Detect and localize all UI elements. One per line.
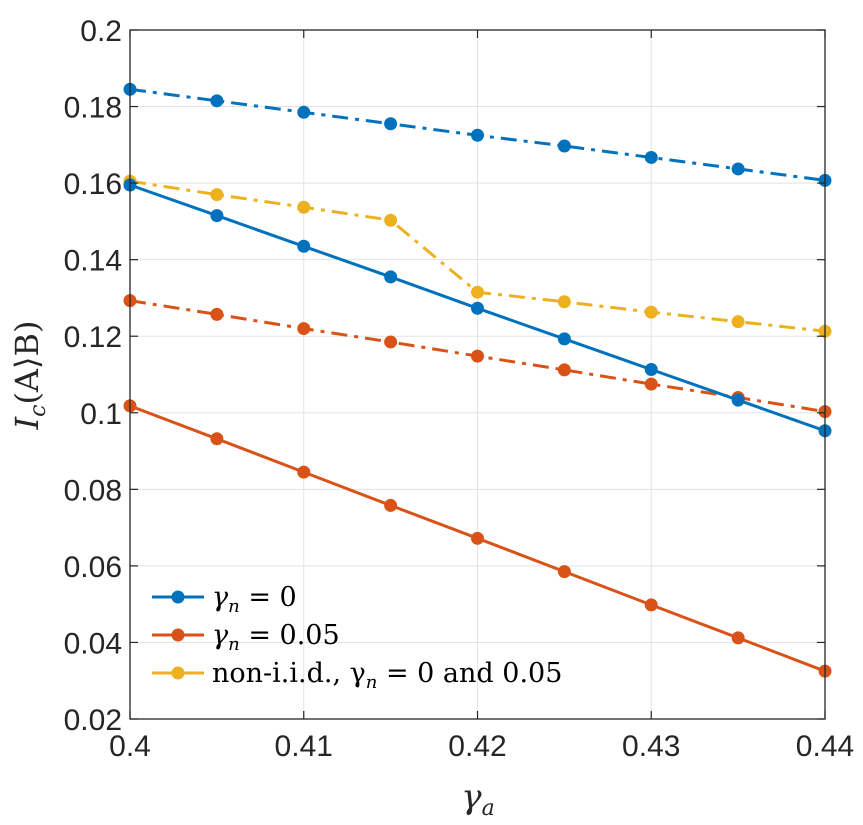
legend-swatch-marker bbox=[171, 628, 185, 642]
y-tick-label: 0.16 bbox=[64, 168, 122, 201]
data-point bbox=[557, 332, 571, 346]
data-point bbox=[557, 363, 571, 377]
series-layer bbox=[123, 82, 832, 678]
data-point bbox=[731, 315, 745, 329]
y-tick-label: 0.06 bbox=[64, 551, 122, 584]
data-point bbox=[384, 335, 398, 349]
y-tick-label: 0.12 bbox=[64, 321, 122, 354]
x-tick-label: 0.44 bbox=[796, 730, 854, 763]
data-point bbox=[471, 349, 484, 363]
data-point bbox=[471, 285, 484, 299]
data-point bbox=[471, 128, 484, 142]
data-point bbox=[297, 322, 311, 336]
legend-swatch-marker bbox=[171, 590, 185, 604]
y-tick-label: 0.04 bbox=[64, 627, 122, 660]
data-point bbox=[731, 162, 745, 176]
series-2 bbox=[123, 174, 832, 338]
x-axis-label: γa bbox=[461, 777, 494, 821]
data-point bbox=[210, 307, 224, 321]
svg-text:Ic(A⟩B): Ic(A⟩B) bbox=[8, 320, 51, 430]
data-point bbox=[644, 305, 658, 319]
data-point bbox=[384, 498, 398, 512]
data-point bbox=[210, 209, 224, 223]
data-point bbox=[557, 139, 571, 153]
series-3 bbox=[123, 82, 832, 187]
legend-swatch-marker bbox=[171, 666, 185, 680]
data-point bbox=[731, 631, 745, 645]
legend-entry: γn = 0 bbox=[152, 582, 297, 617]
x-tick-label: 0.4 bbox=[109, 730, 151, 763]
y-tick-label: 0.14 bbox=[64, 245, 122, 278]
y-axis-label: Ic(A⟩B) bbox=[8, 320, 51, 430]
legend-entry: γn = 0.05 bbox=[152, 620, 340, 655]
legend-label: non-i.i.d., γn = 0 and 0.05 bbox=[212, 658, 562, 693]
y-tick-label: 0.1 bbox=[80, 398, 122, 431]
data-point bbox=[644, 598, 658, 612]
y-tick-label: 0.02 bbox=[64, 704, 122, 737]
x-tick-label: 0.41 bbox=[275, 730, 333, 763]
svg-text:γa: γa bbox=[461, 777, 494, 821]
legend-label: γn = 0 bbox=[212, 582, 297, 617]
data-point bbox=[297, 239, 311, 253]
data-point bbox=[210, 188, 224, 202]
data-point bbox=[297, 105, 311, 119]
data-point bbox=[384, 270, 398, 284]
data-point bbox=[384, 117, 398, 131]
data-point bbox=[210, 94, 224, 108]
data-point bbox=[384, 213, 398, 227]
y-tick-label: 0.2 bbox=[80, 15, 122, 48]
x-tick-label: 0.43 bbox=[622, 730, 680, 763]
series-1 bbox=[123, 399, 832, 678]
data-point bbox=[644, 377, 658, 391]
data-point bbox=[644, 363, 658, 377]
data-point bbox=[471, 531, 484, 545]
data-point bbox=[557, 565, 571, 579]
legend-entry: non-i.i.d., γn = 0 and 0.05 bbox=[152, 658, 562, 693]
data-point bbox=[644, 150, 658, 164]
data-point bbox=[471, 301, 484, 315]
y-tick-label: 0.18 bbox=[64, 92, 122, 125]
data-point bbox=[210, 432, 224, 446]
x-axis-ticks: 0.4 0.41 0.42 0.43 0.44 bbox=[109, 30, 854, 763]
legend-label: γn = 0.05 bbox=[212, 620, 340, 655]
data-point bbox=[557, 295, 571, 309]
data-point bbox=[731, 393, 745, 407]
data-point bbox=[297, 200, 311, 214]
y-tick-label: 0.08 bbox=[64, 474, 122, 507]
series-0 bbox=[123, 178, 832, 438]
data-point bbox=[297, 465, 311, 479]
y-axis-ticks: 0.02 0.04 0.06 0.08 0.1 0.12 0.14 0.16 0.18 0.2 bbox=[64, 15, 825, 737]
x-tick-label: 0.42 bbox=[448, 730, 506, 763]
series-4 bbox=[123, 294, 832, 419]
